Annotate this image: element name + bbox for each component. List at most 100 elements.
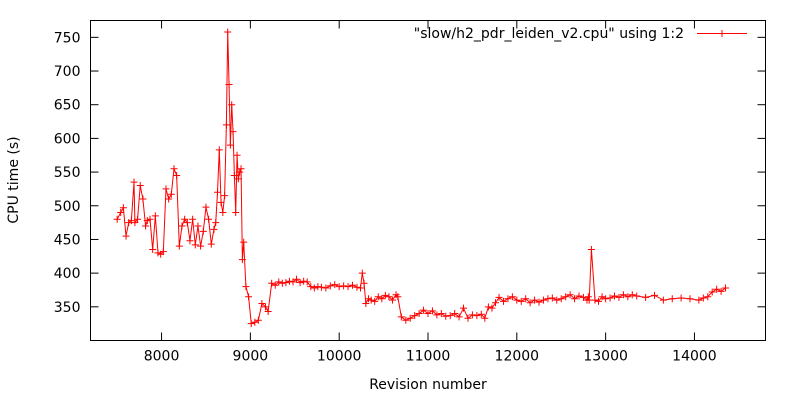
data-point-marker xyxy=(492,299,499,307)
y-tick-label: 400 xyxy=(54,266,81,282)
data-point-marker xyxy=(381,291,389,299)
data-point-marker xyxy=(247,320,255,328)
data-point-marker xyxy=(264,308,272,316)
data-point-marker xyxy=(232,209,240,216)
data-point-marker xyxy=(300,277,308,285)
data-point-marker xyxy=(199,227,207,235)
data-point-marker xyxy=(314,283,322,291)
data-point-marker xyxy=(173,171,181,179)
data-point-marker xyxy=(484,303,492,311)
data-point-marker xyxy=(615,293,623,301)
plot-frame xyxy=(90,20,766,341)
data-point-marker xyxy=(579,293,587,301)
data-point-marker xyxy=(713,285,721,293)
data-point-marker xyxy=(289,278,297,286)
data-point-marker xyxy=(575,292,583,300)
data-point-marker xyxy=(205,215,213,223)
data-point-marker xyxy=(146,215,154,223)
data-point-marker xyxy=(548,294,556,302)
data-point-marker xyxy=(481,314,489,322)
data-point-marker xyxy=(237,165,245,173)
data-point-marker xyxy=(619,291,627,299)
data-point-marker xyxy=(149,246,157,254)
data-point-marker xyxy=(234,175,242,183)
data-point-marker xyxy=(207,240,215,248)
data-point-marker xyxy=(539,296,547,304)
data-point-marker xyxy=(544,295,552,303)
x-tick-label: 14000 xyxy=(672,349,717,365)
data-point-marker xyxy=(228,101,236,109)
data-point-marker xyxy=(229,128,237,136)
data-point-marker xyxy=(535,298,543,306)
data-point-marker xyxy=(197,242,205,250)
data-point-marker xyxy=(310,284,318,292)
data-point-marker xyxy=(268,279,276,287)
x-tick-label: 13000 xyxy=(583,349,628,365)
data-point-marker xyxy=(420,306,428,314)
data-point-marker xyxy=(225,81,233,88)
data-point-marker xyxy=(271,281,279,289)
data-point-marker xyxy=(699,294,707,302)
data-point-marker xyxy=(134,215,142,223)
data-point-marker xyxy=(402,316,410,324)
y-axis-title: CPU time (s) xyxy=(6,136,22,223)
data-point-marker xyxy=(562,293,570,301)
data-point-marker xyxy=(139,195,147,203)
data-point-marker xyxy=(557,295,565,303)
data-point-marker xyxy=(595,297,603,305)
x-tick-label: 10000 xyxy=(317,349,362,365)
data-point-marker xyxy=(628,291,636,299)
legend-plus-marker xyxy=(718,30,726,37)
data-point-marker xyxy=(142,222,150,230)
x-axis-title: Revision number xyxy=(369,377,487,393)
data-point-marker xyxy=(335,283,343,291)
data-point-marker xyxy=(167,190,175,198)
data-point-marker xyxy=(236,168,244,176)
data-point-marker xyxy=(293,275,301,283)
y-tick-label: 600 xyxy=(54,131,81,147)
data-point-marker xyxy=(464,314,472,322)
data-point-marker xyxy=(136,182,144,190)
series-markers xyxy=(113,28,730,328)
data-point-marker xyxy=(240,238,248,246)
data-point-marker xyxy=(258,299,266,307)
data-point-marker xyxy=(358,269,366,277)
data-point-marker xyxy=(378,295,386,303)
data-point-marker xyxy=(611,292,619,300)
data-point-marker xyxy=(704,293,712,301)
data-point-marker xyxy=(214,188,222,196)
data-point-marker xyxy=(326,282,334,290)
data-point-marker xyxy=(571,295,579,303)
y-tick-label: 700 xyxy=(54,64,81,80)
data-point-marker xyxy=(566,291,574,299)
data-point-marker xyxy=(385,293,393,301)
y-tick-label: 650 xyxy=(54,98,81,114)
data-point-marker xyxy=(251,318,259,326)
data-point-marker xyxy=(226,141,234,149)
data-point-marker xyxy=(371,297,379,305)
data-point-marker xyxy=(606,294,614,302)
data-point-marker xyxy=(468,311,476,319)
data-point-marker xyxy=(242,283,250,291)
data-point-marker xyxy=(460,304,468,312)
data-point-marker xyxy=(455,313,463,321)
data-point-marker xyxy=(722,284,730,292)
data-point-marker xyxy=(186,237,194,245)
data-point-marker xyxy=(433,311,441,319)
x-tick-label: 11000 xyxy=(406,349,451,365)
data-point-marker xyxy=(344,283,352,291)
data-point-marker xyxy=(130,178,138,186)
data-point-marker xyxy=(477,310,485,318)
data-point-marker xyxy=(238,256,246,264)
data-point-marker xyxy=(202,203,210,211)
data-point-marker xyxy=(119,204,127,212)
data-point-marker xyxy=(499,297,507,305)
data-point-marker xyxy=(668,295,676,303)
y-tick-label: 750 xyxy=(54,30,81,46)
series-line xyxy=(116,31,726,325)
data-point-marker xyxy=(415,310,423,318)
data-point-marker xyxy=(215,146,223,154)
x-tick-label: 8000 xyxy=(144,349,180,365)
data-point-marker xyxy=(165,195,173,203)
y-tick-label: 350 xyxy=(54,300,81,316)
